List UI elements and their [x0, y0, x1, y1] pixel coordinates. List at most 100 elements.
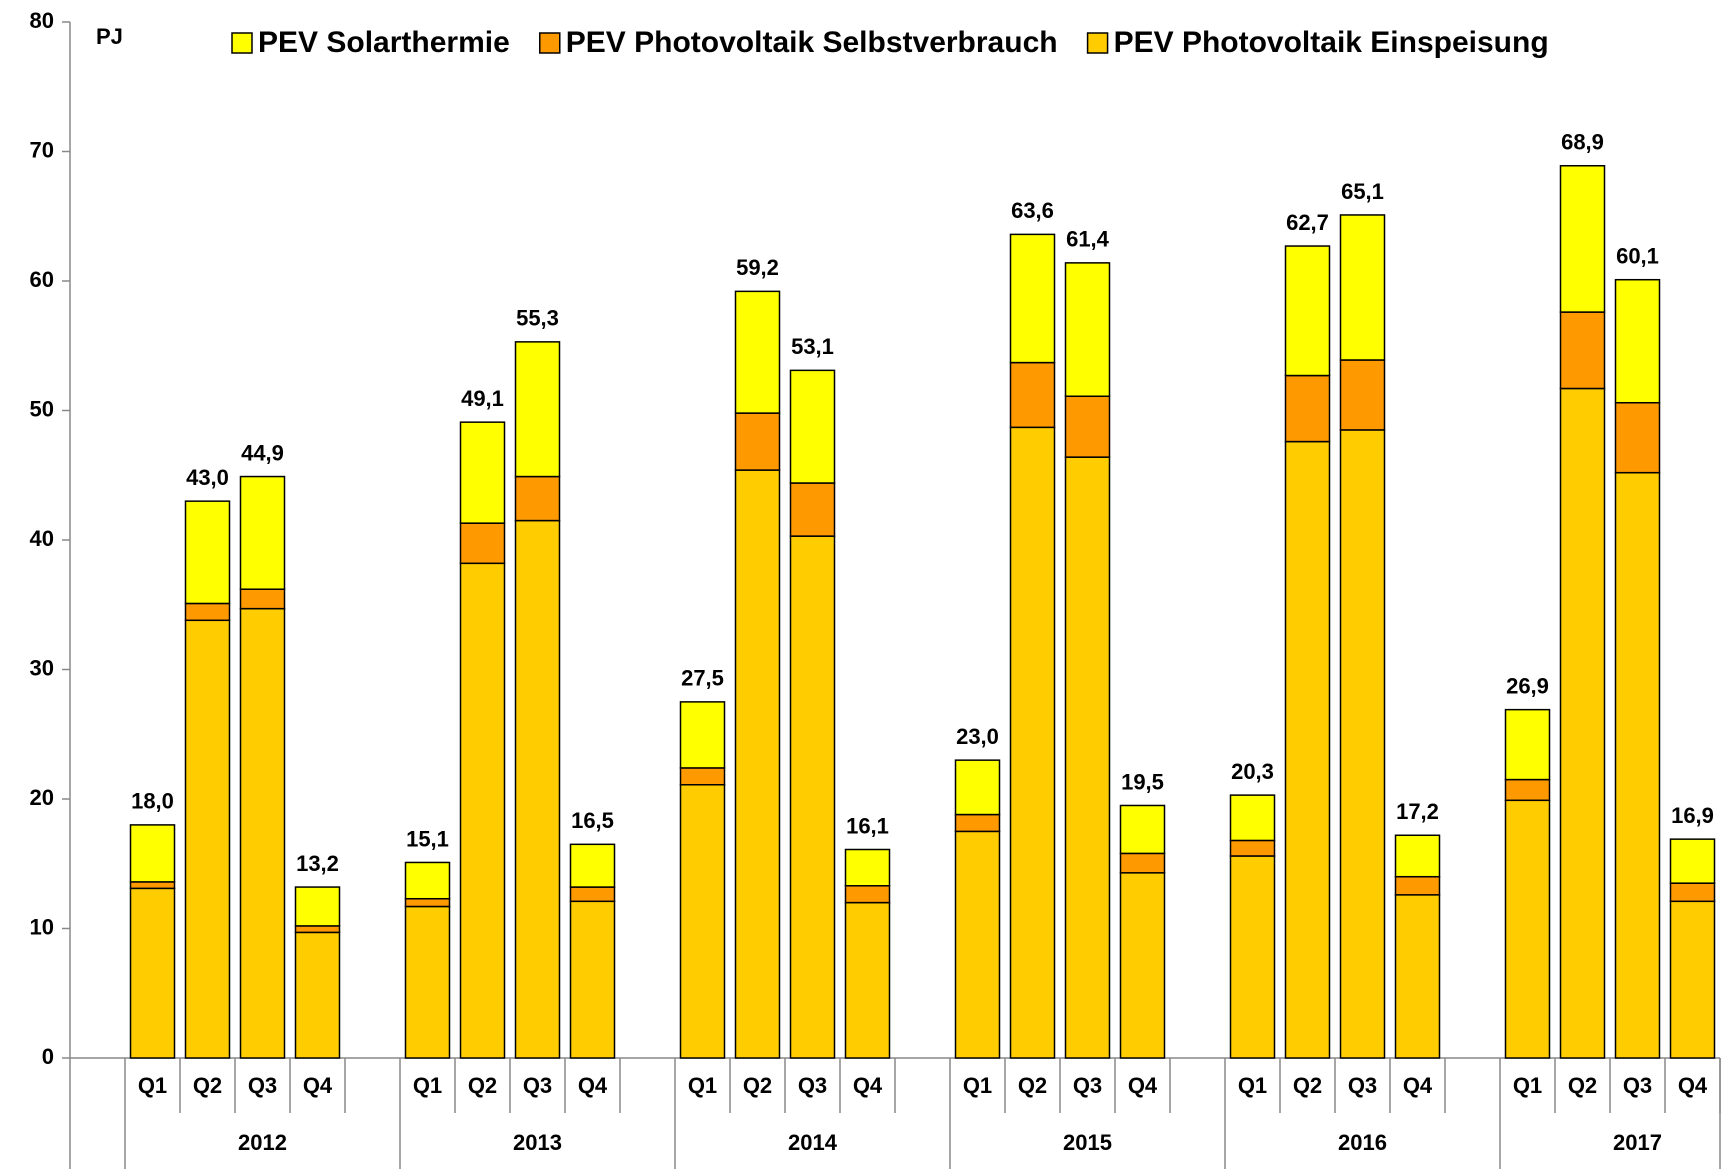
bar-segment: [129, 881, 176, 890]
x-tick-label: Q1: [1513, 1073, 1542, 1098]
total-label: 62,7: [1286, 210, 1329, 235]
bar-segment: [184, 602, 231, 622]
bar-segment: [1064, 456, 1111, 1059]
legend-label: PEV Photovoltaik Selbstverbrauch: [566, 26, 1058, 59]
bar-segment: [514, 475, 561, 522]
bar-segment: [1504, 708, 1551, 781]
total-label: 13,2: [296, 851, 339, 876]
y-tick-label: 10: [30, 914, 54, 939]
bar-segment: [734, 469, 781, 1059]
bar-segment: [789, 535, 836, 1059]
bar-segment: [129, 824, 176, 883]
x-tick-label: Q2: [1018, 1073, 1047, 1098]
bar-segment: [1559, 164, 1606, 313]
bar-segment: [1009, 233, 1056, 364]
bar-segment: [1284, 440, 1331, 1059]
bar-segment: [294, 925, 341, 934]
x-tick-label: Q4: [853, 1073, 883, 1098]
bar-segment: [294, 886, 341, 927]
x-tick-label: Q1: [1238, 1073, 1267, 1098]
x-tick-label: Q4: [1403, 1073, 1433, 1098]
total-label: 60,1: [1616, 244, 1659, 269]
group-label: 2014: [788, 1130, 838, 1155]
y-tick-label: 70: [30, 137, 54, 162]
bar-segment: [1064, 395, 1111, 458]
bar-segment: [1339, 429, 1386, 1059]
bar-segment: [954, 813, 1001, 833]
y-tick-label: 50: [30, 396, 54, 421]
bar-segment: [404, 905, 451, 1059]
x-tick-label: Q4: [1678, 1073, 1708, 1098]
legend-swatch: [231, 32, 253, 54]
bar-segment: [459, 522, 506, 565]
bar-segment: [1229, 794, 1276, 842]
x-tick-label: Q1: [688, 1073, 717, 1098]
x-tick-label: Q1: [963, 1073, 992, 1098]
total-label: 26,9: [1506, 673, 1549, 698]
legend-label: PEV Solarthermie: [258, 26, 510, 59]
x-tick-label: Q1: [413, 1073, 442, 1098]
bar-segment: [239, 475, 286, 590]
bar-segment: [679, 784, 726, 1059]
x-tick-label: Q2: [193, 1073, 222, 1098]
bar-segment: [1394, 834, 1441, 878]
bar-segment: [1229, 855, 1276, 1059]
total-label: 49,1: [461, 386, 504, 411]
x-tick-label: Q1: [138, 1073, 167, 1098]
bar-segment: [1614, 278, 1661, 404]
x-tick-label: Q3: [523, 1073, 552, 1098]
bar-segment: [294, 931, 341, 1059]
bar-segment: [954, 830, 1001, 1059]
bar-segment: [1394, 894, 1441, 1059]
bar-segment: [1614, 401, 1661, 474]
bar-segment: [1559, 311, 1606, 390]
bar-segment: [1669, 900, 1716, 1059]
bar-segment: [844, 885, 891, 904]
bar-segment: [789, 482, 836, 537]
legend-label: PEV Photovoltaik Einspeisung: [1114, 26, 1549, 59]
bar-segment: [1339, 359, 1386, 431]
bar-segment: [734, 412, 781, 471]
total-label: 63,6: [1011, 198, 1054, 223]
group-label: 2013: [513, 1130, 562, 1155]
y-tick-label: 20: [30, 785, 54, 810]
total-label: 61,4: [1066, 227, 1110, 252]
y-axis-label: PJ: [96, 24, 123, 49]
group-label: 2012: [238, 1130, 287, 1155]
x-tick-label: Q4: [578, 1073, 608, 1098]
bar-segment: [844, 901, 891, 1059]
y-tick-label: 40: [30, 526, 54, 551]
y-tick-label: 30: [30, 655, 54, 680]
bar-segment: [184, 619, 231, 1059]
bar-segment: [184, 500, 231, 605]
total-label: 55,3: [516, 306, 559, 331]
total-label: 44,9: [241, 440, 284, 465]
bar-segment: [844, 848, 891, 887]
bar-segment: [1119, 804, 1166, 855]
bar-segment: [679, 767, 726, 786]
bar-segment: [1504, 778, 1551, 802]
bar-segment: [954, 759, 1001, 816]
group-label: 2016: [1338, 1130, 1387, 1155]
bar-segment: [459, 562, 506, 1059]
total-label: 59,2: [736, 255, 779, 280]
total-label: 68,9: [1561, 130, 1604, 155]
bar-segment: [569, 886, 616, 903]
total-label: 16,9: [1671, 803, 1714, 828]
bar-segment: [1119, 852, 1166, 874]
bar-segment: [679, 701, 726, 769]
bar-segment: [1559, 387, 1606, 1059]
x-tick-label: Q3: [1348, 1073, 1377, 1098]
bar-segment: [569, 900, 616, 1059]
total-label: 15,1: [406, 826, 449, 851]
group-label: 2017: [1613, 1130, 1662, 1155]
bar-segment: [1339, 214, 1386, 361]
bar-segment: [734, 290, 781, 414]
legend-swatch: [1086, 32, 1109, 54]
y-tick-label: 0: [42, 1044, 54, 1069]
bar-segment: [1229, 839, 1276, 857]
total-label: 16,5: [571, 808, 614, 833]
bar-segment: [1284, 374, 1331, 443]
bar-segment: [1394, 875, 1441, 896]
